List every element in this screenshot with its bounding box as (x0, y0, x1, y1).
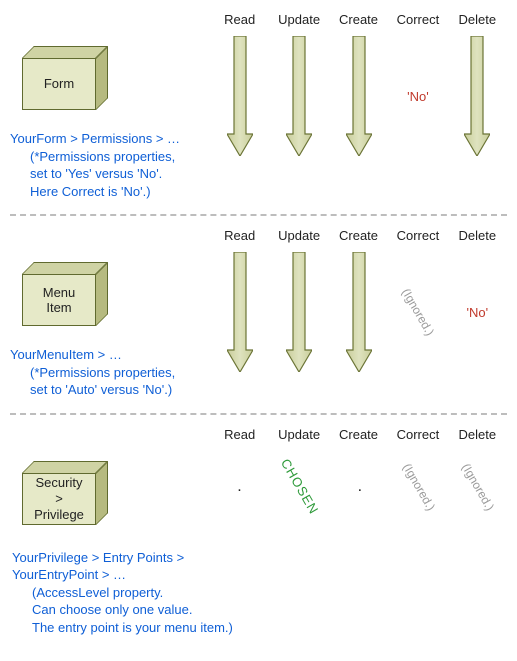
dot-marker: . (237, 478, 241, 496)
caption: YourForm > Permissions > … (*Permissions… (10, 130, 210, 200)
caption: YourMenuItem > … (*Permissions propertie… (10, 346, 210, 399)
dot-marker: . (358, 478, 362, 496)
box-label-line: > (55, 491, 63, 507)
node-box: Form (22, 58, 96, 118)
caption-main: YourPrivilege > Entry Points > (12, 550, 184, 565)
column-header: Correct (388, 425, 447, 445)
chosen-marker: CHOSEN (278, 456, 322, 517)
column-header: Create (329, 226, 388, 246)
column-header: Create (329, 425, 388, 445)
column-header: Update (269, 226, 328, 246)
caption-sub: (*Permissions properties, (10, 148, 210, 166)
ignored-marker: (Ignored.) (400, 461, 438, 513)
column-header: Read (210, 226, 269, 246)
column-header: Read (210, 10, 269, 30)
cell: . (210, 451, 269, 523)
column-header: Delete (448, 10, 507, 30)
caption-sub: Can choose only one value. (12, 601, 507, 619)
cell: 'No' (388, 36, 447, 156)
box-label-line: Item (46, 300, 71, 316)
ignored-marker: (Ignored.) (459, 461, 497, 513)
cell (210, 252, 269, 372)
box-label-line: Menu (43, 285, 76, 301)
caption-main: YourMenuItem > … (10, 347, 122, 362)
node-box: MenuItem (22, 274, 96, 334)
cell (210, 36, 269, 156)
column-header: Correct (388, 226, 447, 246)
caption-sub: (*Permissions properties, (10, 364, 210, 382)
no-marker: 'No' (467, 305, 489, 320)
column-header: Create (329, 10, 388, 30)
box-label-line: Privilege (34, 507, 84, 523)
caption-sub: (AccessLevel property. (12, 584, 507, 602)
node-box: Security>Privilege (22, 473, 96, 533)
section-1: ReadUpdateCreateCorrectDelete MenuItem Y… (10, 214, 507, 413)
caption-sub: YourEntryPoint > … (12, 567, 126, 582)
section-2: ReadUpdateCreateCorrectDelete Security>P… (10, 413, 507, 651)
box-label-line: Form (44, 76, 74, 92)
cell: 'No' (448, 252, 507, 372)
cell (329, 252, 388, 372)
cell: . (330, 451, 389, 523)
section-0: ReadUpdateCreateCorrectDelete Form YourF… (10, 10, 507, 214)
cell: CHOSEN (269, 451, 331, 523)
cell: (Ignored.) (389, 451, 448, 523)
caption: YourPrivilege > Entry Points > YourEntry… (12, 549, 507, 637)
column-header: Update (269, 10, 328, 30)
caption-sub: The entry point is your menu item.) (12, 619, 507, 637)
cell (269, 252, 328, 372)
caption-sub: Here Correct is 'No'.) (10, 183, 210, 201)
cell (329, 36, 388, 156)
column-header: Correct (388, 10, 447, 30)
cell: (Ignored.) (448, 451, 507, 523)
box-label-line: Security (36, 475, 83, 491)
ignored-marker: (Ignored.) (399, 286, 437, 338)
cell (448, 36, 507, 156)
caption-sub: set to 'Auto' versus 'No'.) (10, 381, 210, 399)
cell (269, 36, 328, 156)
no-marker: 'No' (407, 89, 429, 104)
column-header: Read (210, 425, 269, 445)
column-header: Delete (448, 425, 507, 445)
caption-sub: set to 'Yes' versus 'No'. (10, 165, 210, 183)
column-header: Delete (448, 226, 507, 246)
column-header: Update (269, 425, 328, 445)
caption-main: YourForm > Permissions > … (10, 131, 180, 146)
cell: (Ignored.) (388, 252, 447, 372)
